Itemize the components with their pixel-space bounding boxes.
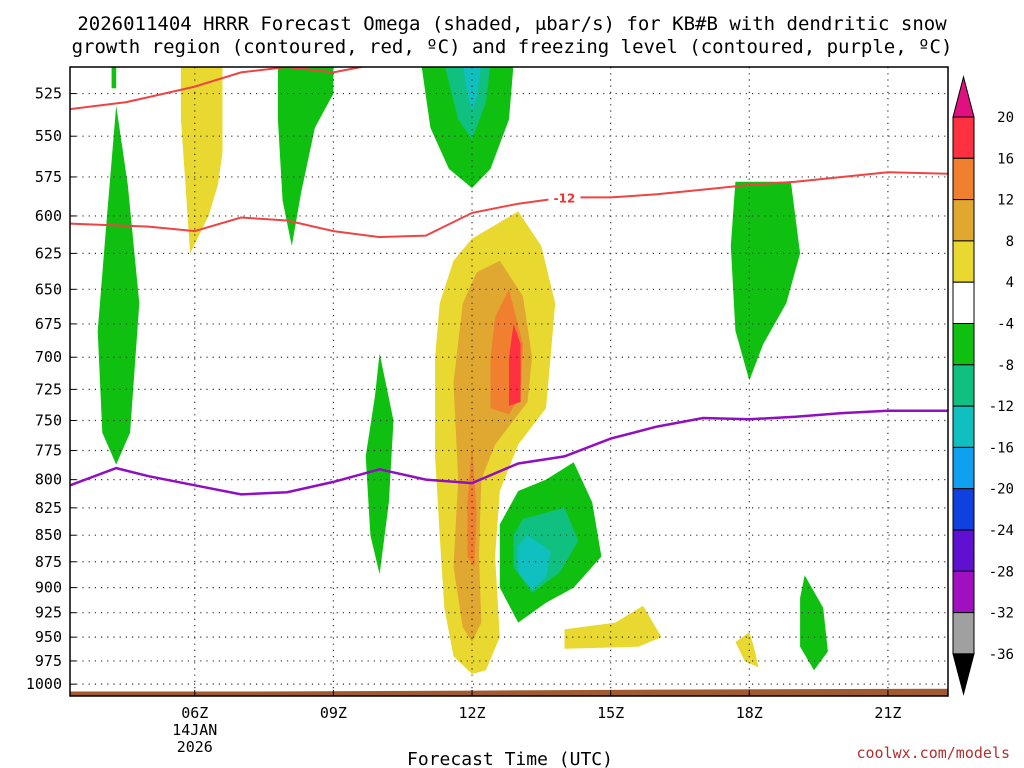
colorbar-bin-4 xyxy=(952,240,975,283)
colorbar-bin-13 xyxy=(952,612,975,655)
omega-region-19 xyxy=(735,632,759,668)
omega-region-7 xyxy=(463,67,481,111)
omega-region-8 xyxy=(365,353,394,575)
omega-region-2 xyxy=(97,105,140,465)
x-tick-09Z: 09Z xyxy=(320,704,347,722)
x-axis-label: Forecast Time (UTC) xyxy=(407,749,613,768)
colorbar-bin-5 xyxy=(952,281,975,325)
colorbar-label-12: 12 xyxy=(997,193,1014,209)
y-tick-625: 625 xyxy=(35,244,62,262)
colorbar-label--36: -36 xyxy=(989,647,1014,663)
omega-region-4 xyxy=(277,67,334,246)
omega-region-17 xyxy=(564,605,662,649)
colorbar-label-8: 8 xyxy=(1006,234,1014,250)
plot-border xyxy=(69,66,949,697)
dgz-bottom-line xyxy=(70,171,948,239)
contour-lines: -12 xyxy=(70,67,948,496)
colorbar-bin-10 xyxy=(952,488,975,531)
y-tick-550: 550 xyxy=(35,127,62,145)
omega-region-1 xyxy=(111,67,117,89)
x-tick-date: 14JAN xyxy=(172,721,217,739)
colorbar-bin-9 xyxy=(952,446,975,490)
y-tick-900: 900 xyxy=(35,579,62,597)
colorbar-label--4: -4 xyxy=(997,317,1014,333)
y-tick-975: 975 xyxy=(35,652,62,670)
y-tick-800: 800 xyxy=(35,471,62,489)
colorbar-label--8: -8 xyxy=(997,358,1014,374)
credit-text: coolwx.com/models xyxy=(856,744,1010,762)
colorbar-bin-8 xyxy=(952,405,975,448)
colorbar-label--16: -16 xyxy=(989,440,1014,456)
grid-lines xyxy=(70,67,948,696)
omega-region-3 xyxy=(180,67,223,254)
chart-title-line-2: growth region (contoured, red, ºC) and f… xyxy=(72,36,953,58)
colorbar-bottom-arrow xyxy=(952,653,975,696)
colorbar-bin-12 xyxy=(952,570,975,614)
omega-region-6 xyxy=(445,67,491,140)
y-axis: 525 550 575 600 625 650 675 700 725 750 775 800 825 8… xyxy=(26,85,76,693)
omega-region-13 xyxy=(509,323,521,406)
x-tick-21Z: 21Z xyxy=(874,704,901,722)
y-tick-525: 525 xyxy=(35,85,62,103)
plot-frame xyxy=(69,66,949,697)
colorbar-bin-6 xyxy=(952,323,975,366)
y-tick-725: 725 xyxy=(35,380,62,398)
y-tick-600: 600 xyxy=(35,207,62,225)
y-tick-850: 850 xyxy=(35,526,62,544)
colorbar-label--32: -32 xyxy=(989,606,1014,622)
y-tick-575: 575 xyxy=(35,168,62,186)
omega-region-16 xyxy=(518,535,551,590)
x-tick-year: 2026 xyxy=(177,738,213,756)
y-tick-825: 825 xyxy=(35,499,62,517)
omega-region-18 xyxy=(730,181,801,381)
colorbar-top-arrow xyxy=(952,75,975,118)
y-tick-1000: 1000 xyxy=(26,675,62,693)
colorbar-bin-7 xyxy=(952,364,975,407)
omega-region-20 xyxy=(800,575,828,671)
y-tick-750: 750 xyxy=(35,411,62,429)
y-tick-875: 875 xyxy=(35,553,62,571)
colorbar-bin-2 xyxy=(952,157,975,201)
colorbar-label--24: -24 xyxy=(989,523,1014,539)
colorbar-bin-11 xyxy=(952,529,975,572)
x-tick-15Z: 15Z xyxy=(597,704,624,722)
y-tick-675: 675 xyxy=(35,315,62,333)
colorbar-bin-3 xyxy=(952,199,975,242)
freezing-level-line xyxy=(70,409,948,496)
colorbar: 20 16 12 8 4 -4 -8 -12 -16 -20 -24 -28 -32 -36 xyxy=(952,75,1014,696)
x-tick-06Z: 06Z xyxy=(181,704,208,722)
omega-shading xyxy=(70,67,948,696)
x-tick-18Z: 18Z xyxy=(736,704,763,722)
colorbar-label--28: -28 xyxy=(989,564,1014,580)
colorbar-label--12: -12 xyxy=(989,399,1014,415)
colorbar-label-4: 4 xyxy=(1006,275,1014,291)
colorbar-label-16: 16 xyxy=(997,151,1014,167)
y-tick-950: 950 xyxy=(35,628,62,646)
terrain-band xyxy=(70,688,948,696)
y-tick-650: 650 xyxy=(35,280,62,298)
x-tick-12Z: 12Z xyxy=(458,704,485,722)
colorbar-bin-1 xyxy=(952,116,975,159)
colorbar-label-20: 20 xyxy=(997,110,1014,126)
dgz-label-bg xyxy=(548,189,581,205)
chart-title-line-1: 2026011404 HRRR Forecast Omega (shaded, … xyxy=(77,13,947,35)
dgz-contour-label: -12 xyxy=(554,191,576,205)
colorbar-label--20: -20 xyxy=(989,482,1014,498)
y-tick-775: 775 xyxy=(35,442,62,460)
y-tick-925: 925 xyxy=(35,604,62,622)
dgz-top-line xyxy=(70,67,367,111)
omega-region-12 xyxy=(467,444,477,567)
y-tick-700: 700 xyxy=(35,348,62,366)
